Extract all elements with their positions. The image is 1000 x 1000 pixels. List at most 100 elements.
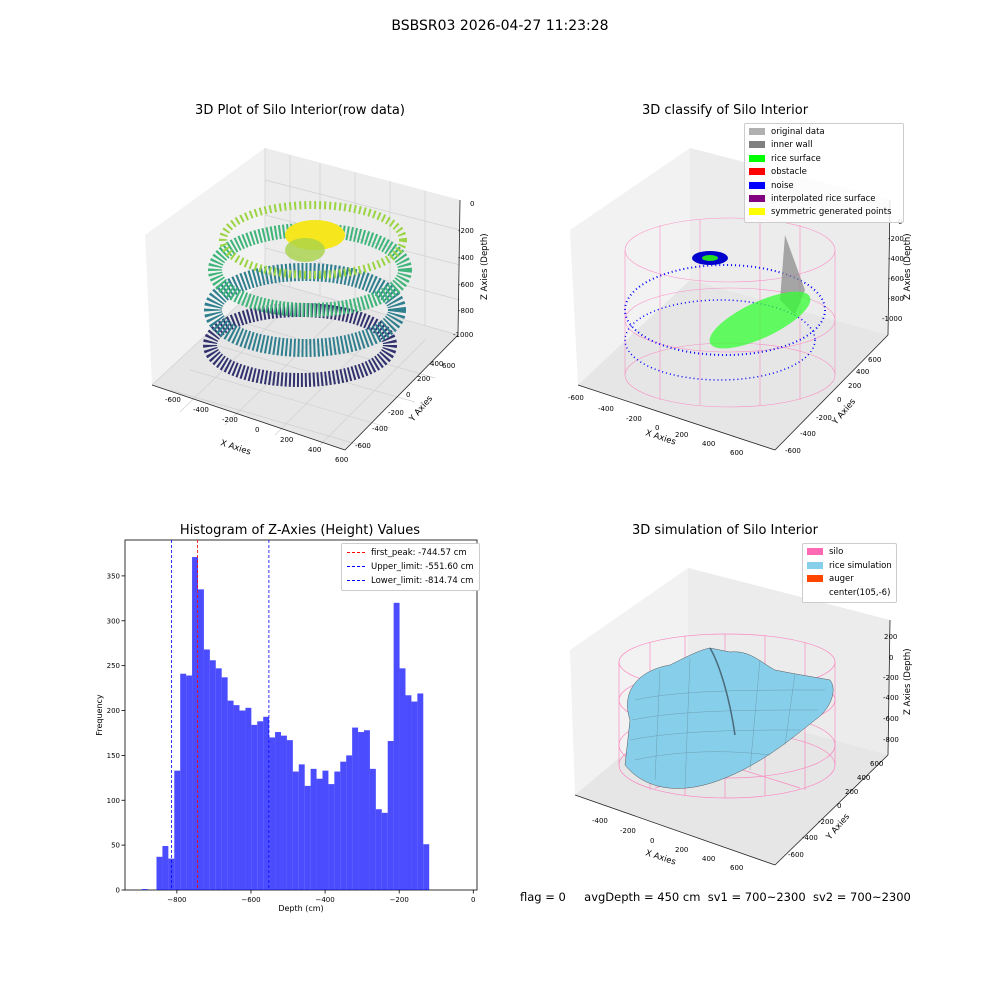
histogram-bar xyxy=(168,858,175,890)
classify-ztick: -600 xyxy=(888,275,904,283)
histogram-bar xyxy=(269,737,276,890)
histogram-ytick-label: 200 xyxy=(107,707,120,715)
figure-title: BSBSR03 2026-04-27 11:23:28 xyxy=(391,18,609,34)
histogram-bar xyxy=(393,602,400,890)
histogram-bar xyxy=(233,705,240,890)
histogram-bar xyxy=(387,741,394,890)
sv2-range: sv2 = 700~2300 xyxy=(812,890,911,904)
histogram-bar xyxy=(197,589,204,890)
histogram-legend-swatch xyxy=(347,566,365,567)
classify-legend-item: noise xyxy=(749,180,899,193)
histogram-bar xyxy=(227,700,234,890)
raw-xlabel: X Axies xyxy=(219,438,252,457)
sim-ytick: -200 xyxy=(818,818,834,826)
raw-ztick: -200 xyxy=(458,227,474,235)
histogram-ytick-label: 350 xyxy=(107,572,120,580)
simulation-plot-title: 3D simulation of Silo Interior xyxy=(632,523,818,538)
raw-plot-title: 3D Plot of Silo Interior(row data) xyxy=(195,103,405,118)
histogram-legend-swatch xyxy=(347,552,365,553)
classify-legend-swatch xyxy=(749,181,765,189)
histogram-legend-item: first_peak: -744.57 cm xyxy=(347,546,474,560)
raw-zlabel: Z Axies (Depth) xyxy=(480,233,490,300)
histogram-bar xyxy=(162,846,169,890)
histogram-ytick-label: 0 xyxy=(116,887,120,895)
histogram-bar xyxy=(192,557,198,890)
histogram-bar xyxy=(180,673,187,890)
simulation-legend-swatch xyxy=(807,575,823,582)
classify-legend-item: symmetric generated points xyxy=(749,206,899,219)
histogram-bar xyxy=(209,660,216,890)
histogram-bar xyxy=(186,675,193,890)
histogram-legend-label: Lower_limit: -814.74 cm xyxy=(371,576,474,586)
sim-ylabel: Y Axies xyxy=(824,812,852,843)
classify-ztick: -800 xyxy=(888,295,904,303)
classify-legend-label: obstacle xyxy=(771,167,807,178)
sim-ytick: 400 xyxy=(857,774,870,782)
simulation-legend-label: auger xyxy=(829,574,854,584)
classify-xlabel: X Axies xyxy=(644,428,677,447)
simulation-legend-swatch xyxy=(807,561,823,569)
histogram-bar xyxy=(298,764,305,890)
histogram-bar xyxy=(375,809,382,890)
raw-ytick: -400 xyxy=(372,425,388,433)
classify-legend-item: rice surface xyxy=(749,153,899,166)
simulation-legend-label: silo xyxy=(829,547,844,557)
classify-ytick: 600 xyxy=(868,356,881,364)
classify-legend-swatch xyxy=(749,141,765,149)
raw-xtick: -600 xyxy=(165,396,181,404)
histogram-ytick-label: 150 xyxy=(107,752,120,760)
histogram-bar xyxy=(322,770,329,890)
histogram-legend-item: Upper_limit: -551.60 cm xyxy=(347,560,474,574)
histogram-xtick-label: 0 xyxy=(471,896,475,904)
histogram-bar xyxy=(292,771,299,890)
classify-legend-swatch xyxy=(749,128,765,135)
classify-ztick: -1000 xyxy=(882,315,902,323)
status-footer: flag = 0 avgDepth = 450 cm sv1 = 700~230… xyxy=(520,890,911,904)
histogram-bar xyxy=(340,761,347,890)
sim-ytick: 0 xyxy=(837,802,841,810)
sim-xtick: -200 xyxy=(620,827,636,835)
histogram-bar xyxy=(346,755,353,890)
raw-ytick: 600 xyxy=(442,362,455,370)
histogram-bar xyxy=(141,889,148,890)
histogram-xlabel: Depth (cm) xyxy=(278,904,323,913)
classify-ytick: -600 xyxy=(785,447,801,455)
raw-ytick: 0 xyxy=(406,391,410,399)
histogram-xtick-label: −800 xyxy=(167,896,186,904)
histogram-title: Histogram of Z-Axies (Height) Values xyxy=(179,523,421,538)
raw-ytick: -600 xyxy=(355,442,371,450)
classify-zlabel: Z Axies (Depth) xyxy=(903,233,913,300)
simulation-legend-label: rice simulation xyxy=(829,560,892,571)
histogram-bar xyxy=(369,768,376,890)
histogram-bar xyxy=(358,732,364,890)
simulation-legend-item: center(105,-6) xyxy=(807,587,892,601)
classify-legend-label: noise xyxy=(771,180,794,191)
sim-ytick: 200 xyxy=(845,788,858,796)
classify-legend-item: interpolated rice surface xyxy=(749,193,899,206)
classify-xtick: 600 xyxy=(730,449,743,457)
histogram-bar xyxy=(257,721,264,890)
raw-ytick: -200 xyxy=(388,409,404,417)
sim-xtick: 200 xyxy=(675,846,688,854)
classify-legend-label: symmetric generated points xyxy=(771,207,892,218)
histogram-bar xyxy=(215,668,222,890)
histogram-bar xyxy=(263,716,270,890)
sim-xtick: -400 xyxy=(592,817,608,825)
raw-xtick: 600 xyxy=(335,456,348,464)
histogram-bar xyxy=(328,784,335,890)
classify-xtick: -200 xyxy=(626,415,642,423)
raw-xtick: 0 xyxy=(255,426,259,434)
classify-ytick: -200 xyxy=(816,414,832,422)
histogram-ytick-label: 100 xyxy=(107,797,120,805)
sim-xlabel: X Axies xyxy=(644,848,677,867)
classify-legend-item: inner wall xyxy=(749,139,899,152)
sim-ztick: -600 xyxy=(883,715,899,723)
raw-ylabel: Y Axies xyxy=(407,394,435,425)
histogram-ytick-label: 50 xyxy=(111,842,120,850)
histogram-legend-label: Upper_limit: -551.60 cm xyxy=(371,562,474,572)
histogram-bar xyxy=(174,770,181,890)
sim-zlabel: Z Axies (Depth) xyxy=(903,648,913,715)
raw-xtick: -200 xyxy=(222,416,238,424)
sim-ztick: -400 xyxy=(883,694,899,702)
classify-ytick: 200 xyxy=(848,382,861,390)
